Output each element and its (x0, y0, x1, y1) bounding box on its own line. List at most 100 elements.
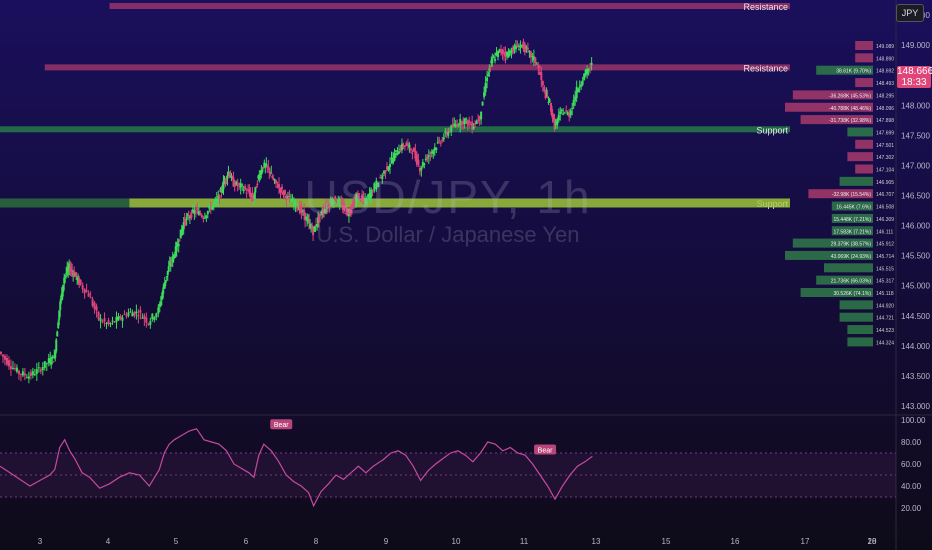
candle-body (571, 107, 574, 109)
candle-body (196, 208, 199, 210)
candle-body (411, 152, 414, 154)
vp-bar (808, 189, 873, 199)
candle-body (383, 170, 386, 174)
candle-body (580, 84, 583, 87)
candle-body (164, 280, 167, 283)
candle-body (266, 165, 269, 167)
vp-bar (855, 41, 873, 50)
vp-row-value: 146.905 (876, 180, 894, 186)
candle-body (71, 270, 74, 272)
candle-body (405, 142, 408, 147)
candle-body (294, 201, 297, 206)
candle-body (300, 206, 303, 213)
candle-body (238, 183, 241, 185)
candle-body (370, 189, 373, 198)
rsi-divergence-badge (270, 419, 293, 430)
candle-body (288, 195, 291, 197)
candle-body (155, 313, 158, 318)
candle-body (469, 124, 472, 126)
candle-body (552, 114, 555, 119)
candle-body (56, 331, 59, 337)
candle-body (379, 176, 382, 178)
candle-body (541, 81, 544, 86)
candle-body (408, 144, 411, 148)
candle-body (497, 50, 500, 58)
candle-body (43, 361, 46, 368)
candle-body (268, 168, 271, 173)
x-tick-label: 20 (868, 537, 877, 546)
candle-body (263, 162, 266, 168)
rsi-divergence-badge (534, 444, 557, 455)
rsi-line (0, 428, 593, 508)
candle-body (215, 198, 218, 202)
candle-body (491, 58, 494, 63)
rsi-tick-label: 60.00 (901, 460, 922, 469)
candle-body (523, 44, 526, 53)
candle-body (158, 303, 161, 307)
candle-body (254, 186, 257, 193)
candle-body (75, 272, 78, 278)
candle-body (348, 210, 351, 214)
vp-bar (824, 263, 873, 273)
vp-row-value: 147.104 (876, 168, 894, 174)
candle-body (389, 163, 392, 168)
y-tick-label: 145.500 (901, 252, 930, 261)
candle-body (513, 46, 516, 50)
candle-body (304, 212, 307, 221)
candle-body (427, 155, 430, 157)
candle-body (58, 310, 61, 320)
candle-body (236, 184, 239, 186)
candle-body (78, 278, 81, 286)
candle-body (41, 367, 44, 371)
candle-body (278, 184, 281, 188)
candle-body (335, 201, 338, 203)
candle-body (19, 373, 22, 375)
candle-body (83, 288, 86, 294)
candle-body (327, 205, 330, 208)
candle-body (309, 224, 312, 228)
candle-body (47, 358, 50, 363)
candle-body (123, 314, 126, 316)
candle-body (500, 49, 503, 53)
candle-body (239, 183, 242, 188)
vp-row-value: 144.920 (876, 303, 894, 309)
candle-body (438, 140, 441, 142)
candle-body (221, 188, 224, 193)
vp-row-value: 147.898 (876, 118, 894, 124)
candle-body (286, 196, 289, 198)
x-tick-label: 4 (106, 537, 111, 546)
candle-body (489, 66, 492, 68)
candle-body (501, 49, 504, 55)
candle-body (62, 284, 65, 293)
candle-body (481, 101, 484, 106)
candle-body (55, 339, 58, 352)
candle-body (557, 114, 560, 121)
candle-body (590, 62, 593, 65)
candle-body (474, 123, 477, 125)
candle-body (562, 114, 565, 116)
candle-body (50, 362, 53, 364)
y-tick-label: 144.000 (901, 342, 930, 351)
candle-body (255, 186, 258, 189)
candle-body (191, 209, 194, 212)
candle-body (472, 126, 475, 129)
y-tick-label: 145.000 (901, 282, 930, 291)
candle-body (586, 68, 589, 75)
currency-badge[interactable]: JPY (896, 4, 924, 22)
candle-body (338, 200, 341, 205)
candle-body (125, 315, 128, 317)
candle-body (93, 302, 96, 310)
vp-row-value: 149.089 (876, 44, 894, 50)
candle-body (105, 322, 108, 324)
candle-body (212, 202, 215, 205)
candle-body (435, 147, 438, 150)
candle-body (81, 285, 84, 290)
candle-body (107, 320, 110, 325)
candle-body (119, 315, 122, 319)
candle-body (488, 68, 491, 71)
candle-body (99, 318, 102, 322)
candle-body (9, 366, 12, 369)
candle-body (218, 195, 221, 200)
x-tick-label: 10 (452, 537, 461, 546)
